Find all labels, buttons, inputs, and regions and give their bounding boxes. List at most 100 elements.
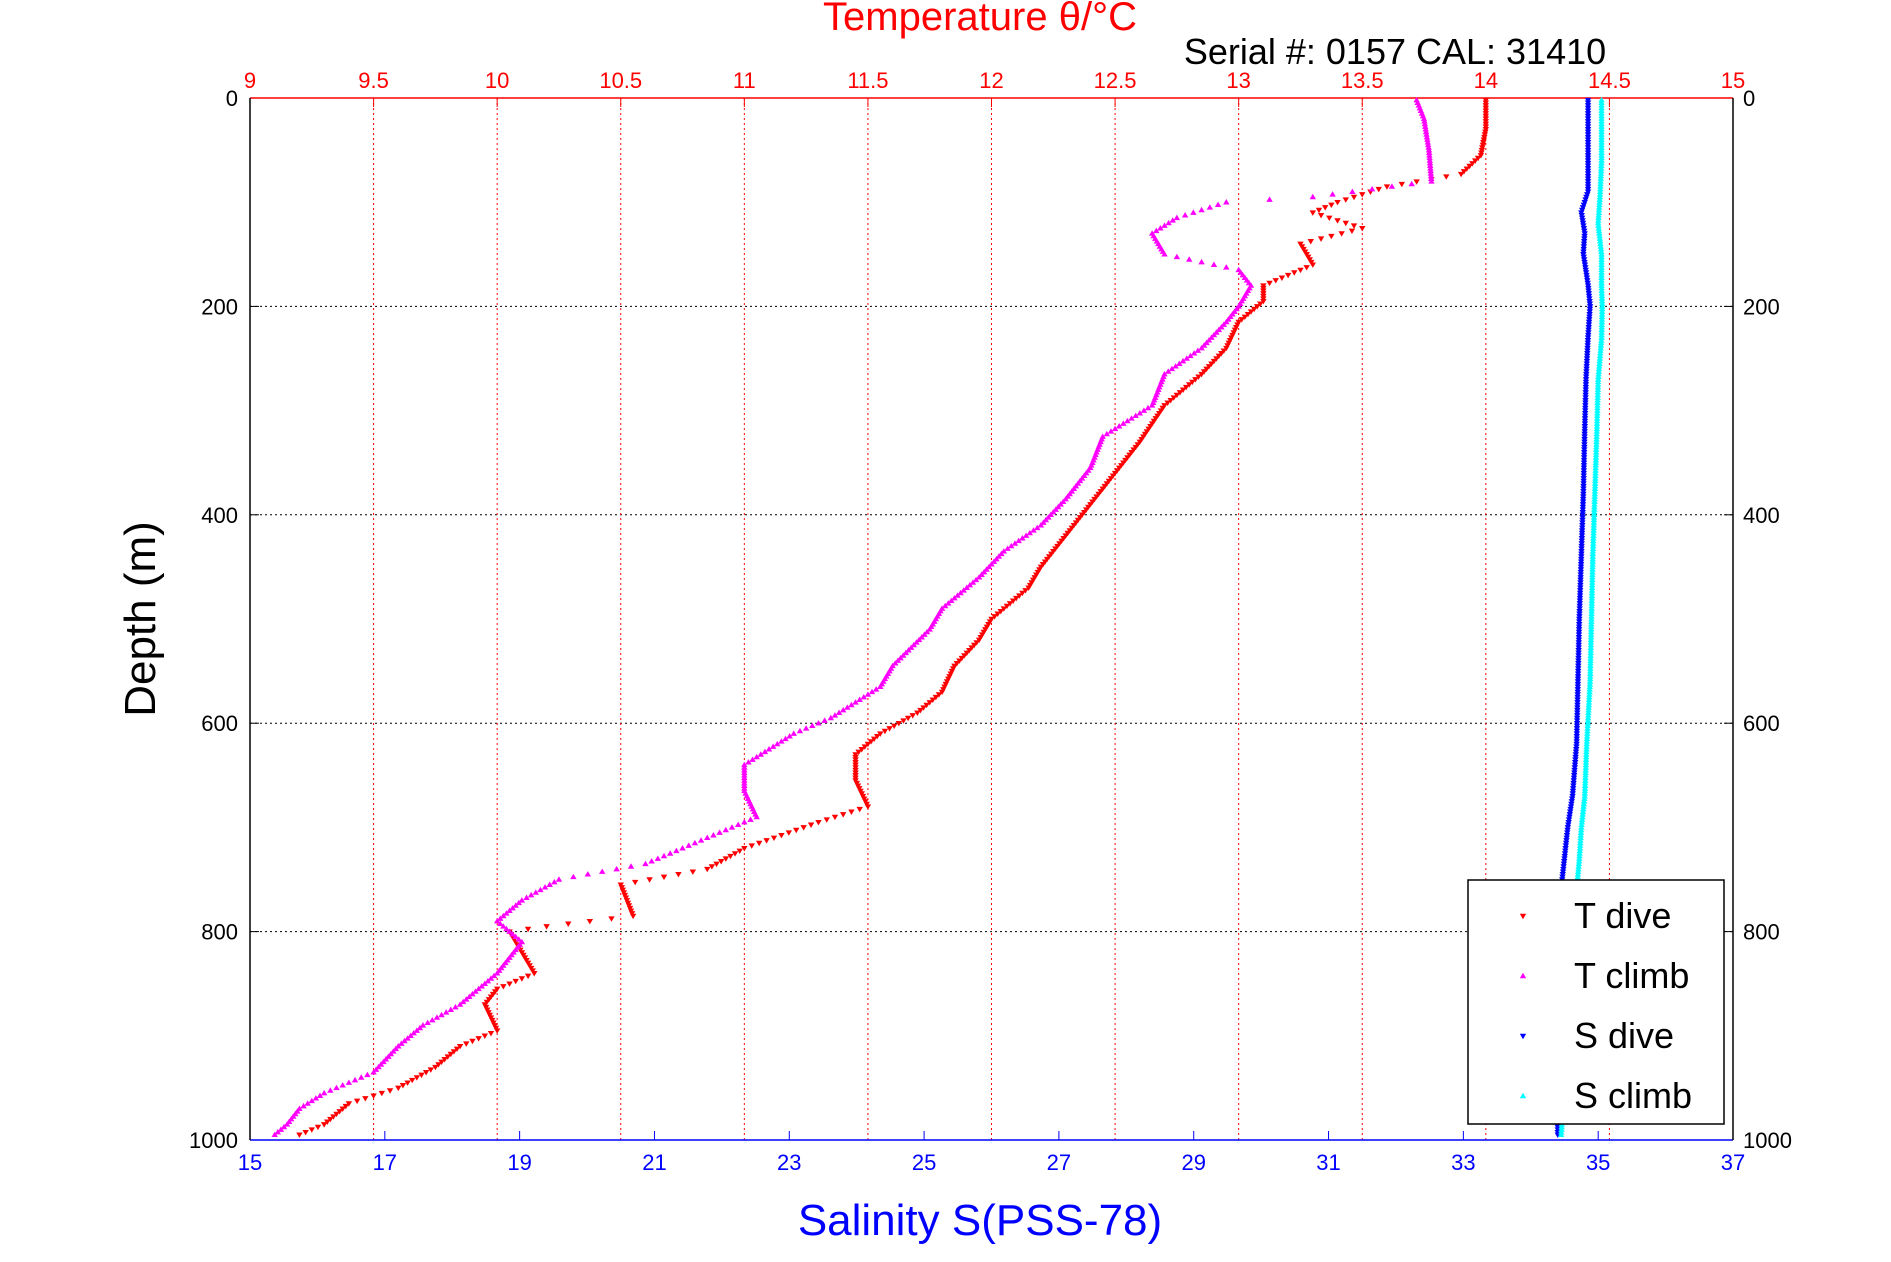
data-point xyxy=(1427,162,1434,168)
series-layer xyxy=(271,96,1606,1138)
data-point xyxy=(856,696,863,702)
data-point xyxy=(1593,446,1600,452)
data-point xyxy=(1057,501,1064,507)
data-point xyxy=(1593,430,1600,437)
data-point xyxy=(941,602,949,609)
data-point xyxy=(923,628,931,635)
data-point xyxy=(747,816,754,822)
data-point xyxy=(1342,220,1349,227)
data-point xyxy=(983,566,990,572)
data-point xyxy=(1590,529,1597,536)
data-point xyxy=(1576,850,1583,856)
data-point xyxy=(1183,355,1190,361)
data-point xyxy=(1426,154,1433,161)
data-point xyxy=(1128,415,1135,421)
data-point xyxy=(1582,769,1589,775)
data-point xyxy=(1591,501,1598,507)
data-point xyxy=(716,829,723,835)
data-point xyxy=(1596,193,1604,200)
data-point xyxy=(1297,267,1304,274)
data-point xyxy=(296,1132,303,1138)
data-point xyxy=(1581,792,1588,799)
legend-entry: T climb xyxy=(1574,955,1689,996)
data-point xyxy=(1223,264,1230,270)
data-point xyxy=(1576,852,1583,859)
data-point xyxy=(1577,837,1584,843)
data-point xyxy=(433,1014,441,1020)
data-point xyxy=(1328,202,1335,209)
data-point xyxy=(1590,532,1597,538)
data-point xyxy=(815,819,822,826)
data-point xyxy=(1593,433,1600,439)
data-point xyxy=(506,907,513,913)
data-point xyxy=(748,843,755,849)
data-point xyxy=(1398,181,1405,188)
data-point xyxy=(1575,863,1582,869)
data-point xyxy=(1591,490,1599,497)
data-point xyxy=(731,851,739,857)
data-point xyxy=(429,1016,436,1023)
data-point xyxy=(456,1001,464,1007)
data-point xyxy=(1424,139,1431,145)
data-point xyxy=(1598,334,1605,340)
data-point xyxy=(518,976,526,982)
data-point xyxy=(785,830,793,836)
data-point xyxy=(1592,477,1599,484)
data-point xyxy=(1583,735,1591,742)
data-point xyxy=(957,589,964,596)
data-point xyxy=(370,1069,377,1075)
data-point xyxy=(1215,326,1223,333)
data-point xyxy=(914,710,921,716)
data-point xyxy=(277,1126,285,1132)
salinity-tick-label: 31 xyxy=(1316,1150,1340,1175)
data-point xyxy=(1584,722,1591,729)
data-point xyxy=(890,723,898,730)
data-point xyxy=(1278,275,1286,281)
data-point xyxy=(409,1077,416,1084)
data-point xyxy=(1583,743,1590,749)
data-point xyxy=(900,652,907,658)
data-point xyxy=(1595,204,1603,210)
data-point xyxy=(755,840,763,847)
data-point xyxy=(868,688,876,695)
data-point xyxy=(1585,712,1592,718)
data-point xyxy=(493,970,501,976)
data-point xyxy=(1586,686,1593,692)
data-point xyxy=(1592,464,1599,471)
data-point xyxy=(1596,196,1603,202)
data-point xyxy=(377,1061,385,1067)
data-point xyxy=(1383,184,1391,190)
data-point xyxy=(1585,699,1593,705)
data-point xyxy=(1034,524,1041,531)
data-point xyxy=(523,894,530,900)
data-point xyxy=(1592,456,1600,463)
data-point xyxy=(512,978,519,985)
data-point xyxy=(1598,162,1605,168)
data-point xyxy=(807,822,815,828)
data-point xyxy=(1596,232,1603,239)
data-point xyxy=(1342,197,1349,203)
depth-tick-label-right: 400 xyxy=(1743,503,1780,528)
data-point xyxy=(584,871,591,877)
data-point xyxy=(459,998,467,1005)
data-point xyxy=(1589,550,1597,557)
data-point xyxy=(1596,201,1603,208)
data-point xyxy=(1575,858,1583,864)
data-point xyxy=(370,1093,377,1099)
data-point xyxy=(1583,753,1590,760)
data-point xyxy=(1593,428,1601,434)
data-point xyxy=(1200,342,1208,348)
legend-marker xyxy=(1519,1092,1527,1099)
data-point xyxy=(1590,527,1597,533)
data-point xyxy=(1596,235,1604,241)
legend-marker xyxy=(1519,1033,1527,1040)
data-point xyxy=(1593,438,1600,445)
depth-tick-label-right: 0 xyxy=(1743,86,1755,111)
data-point xyxy=(864,691,872,697)
data-point xyxy=(1580,805,1587,812)
data-point xyxy=(1583,748,1590,755)
data-point xyxy=(1557,1131,1565,1138)
data-point xyxy=(1598,165,1605,171)
data-point xyxy=(463,1041,470,1047)
data-point xyxy=(1597,344,1604,351)
